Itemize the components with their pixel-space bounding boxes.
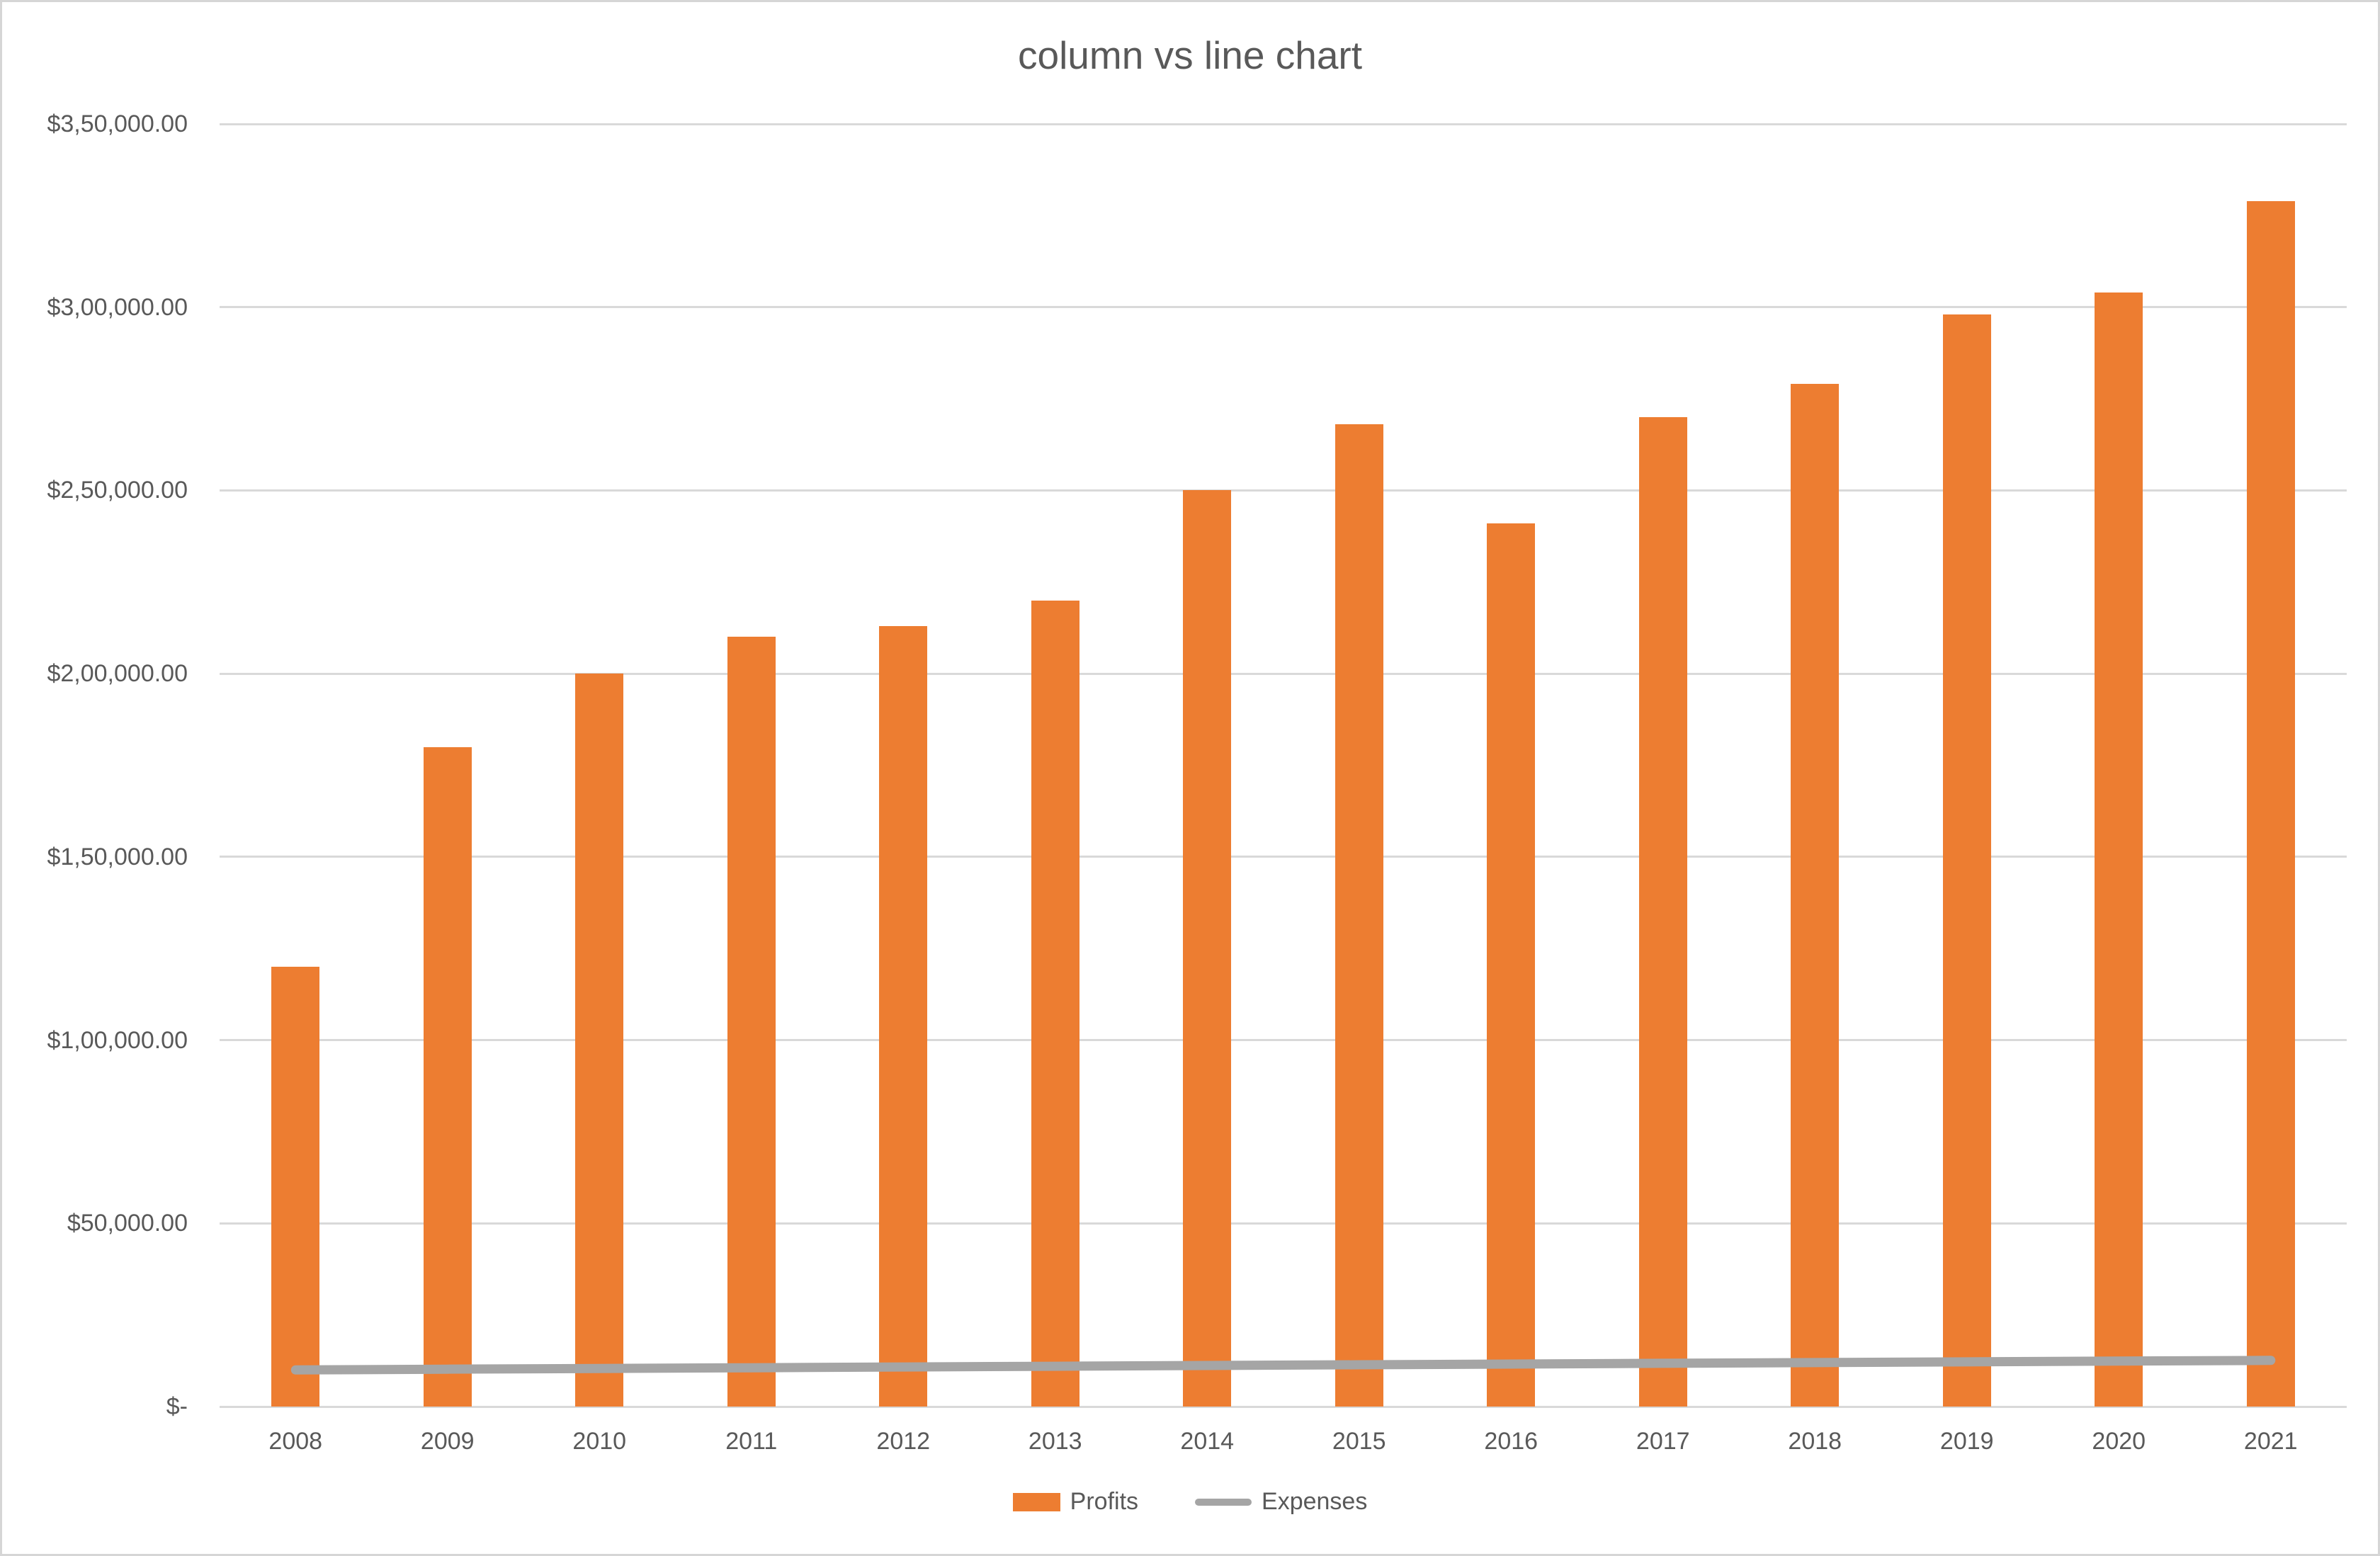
x-axis-tick-label: 2014 [1180, 1428, 1235, 1455]
y-axis-tick-label: $2,00,000.00 [47, 660, 188, 688]
y-axis-tick-label: $1,00,000.00 [47, 1026, 188, 1054]
x-axis-tick-label: 2018 [1788, 1428, 1842, 1455]
profits-bar-2014 [1183, 490, 1232, 1407]
profits-bar-2020 [2095, 293, 2143, 1407]
profits-bar-2016 [1487, 523, 1536, 1407]
legend-profits-swatch [1012, 1492, 1060, 1511]
legend-spacer [1148, 1501, 1185, 1502]
x-axis-tick-label: 2008 [268, 1428, 323, 1455]
gridline [220, 1222, 2347, 1225]
y-axis-tick-label: $2,50,000.00 [47, 477, 188, 504]
profits-bar-2009 [423, 746, 472, 1407]
x-axis-tick-label: 2021 [2243, 1428, 2298, 1455]
profits-bar-2018 [1791, 384, 1840, 1407]
y-axis-tick-label: $3,00,000.00 [47, 293, 188, 321]
y-axis-tick-label: $- [166, 1393, 188, 1420]
profits-bar-2011 [727, 637, 776, 1407]
legend-expenses-swatch [1195, 1498, 1252, 1506]
profits-bar-2021 [2246, 200, 2295, 1407]
profits-bar-2010 [575, 674, 624, 1407]
gridline [220, 1039, 2347, 1042]
legend-expenses-label: Expenses [1262, 1488, 1368, 1515]
x-axis-tick-label: 2011 [725, 1428, 778, 1455]
x-axis-tick-label: 2009 [420, 1428, 475, 1455]
profits-bar-2019 [1942, 314, 1991, 1407]
profits-bar-2013 [1031, 600, 1080, 1407]
gridline [220, 856, 2347, 858]
x-axis-tick-label: 2013 [1028, 1428, 1082, 1455]
legend-profits-label: Profits [1070, 1488, 1139, 1515]
profits-bar-2017 [1638, 416, 1687, 1407]
x-axis-tick-label: 2020 [2092, 1428, 2146, 1455]
legend: Profits Expenses [2, 1488, 2378, 1516]
profits-bar-2008 [271, 967, 320, 1407]
x-axis-tick-label: 2010 [572, 1428, 627, 1455]
x-axis-tick-label: 2019 [1939, 1428, 1994, 1455]
gridline [220, 1405, 2347, 1408]
gridline [220, 306, 2347, 309]
profits-bar-2012 [879, 625, 928, 1407]
gridline [220, 672, 2347, 675]
x-axis-tick-label: 2012 [876, 1428, 931, 1455]
y-axis-tick-label: $50,000.00 [67, 1210, 188, 1237]
profits-bar-2015 [1334, 424, 1383, 1407]
gridline [220, 489, 2347, 492]
x-axis-tick-label: 2015 [1332, 1428, 1386, 1455]
x-axis-tick-label: 2016 [1484, 1428, 1538, 1455]
x-axis-tick-label: 2017 [1636, 1428, 1690, 1455]
y-axis-tick-label: $1,50,000.00 [47, 843, 188, 870]
chart-title: column vs line chart [1017, 33, 1363, 77]
y-axis-tick-label: $3,50,000.00 [47, 110, 188, 137]
gridline [220, 123, 2347, 125]
